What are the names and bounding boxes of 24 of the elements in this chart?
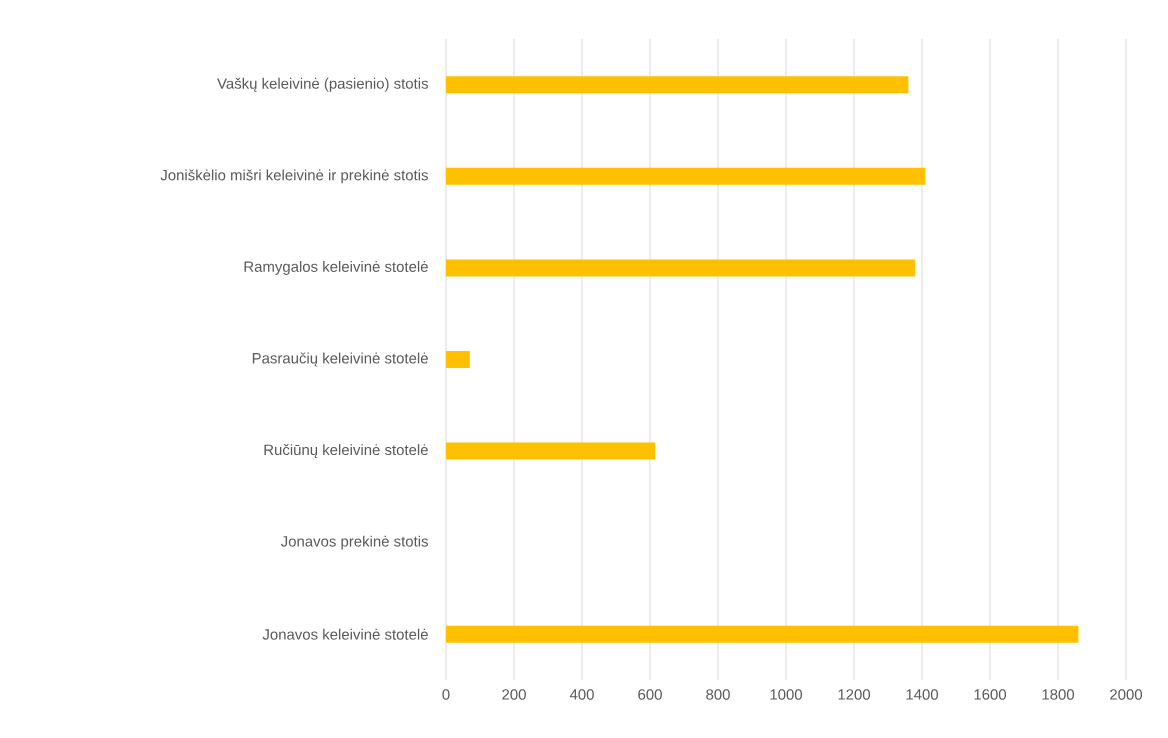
bar	[446, 167, 926, 185]
bar	[446, 442, 656, 460]
x-tick-label: 200	[502, 689, 526, 700]
x-tick-label: 1200	[838, 689, 871, 700]
x-tick-label: 0	[442, 689, 450, 700]
y-tick-label: Ramygalos keleivinė stotelė	[244, 260, 428, 275]
y-tick-label: Jonavos keleivinė stotelė	[262, 628, 428, 640]
bar	[446, 259, 916, 277]
bar	[446, 625, 1079, 643]
y-tick-label: Pasraučių keleivinė stotelė	[252, 352, 428, 367]
x-tick-label: 400	[569, 689, 594, 700]
bar	[446, 76, 909, 94]
x-tick-label: 600	[638, 689, 662, 700]
y-tick-label: Joniškėlio mišri keleivinė ir prekinė stotis	[160, 169, 428, 184]
y-tick-label: Jonavos prekinė stotis	[280, 535, 428, 550]
x-tick-label: 1800	[1042, 689, 1075, 700]
x-tick-label: 1000	[770, 689, 803, 700]
y-tick-label: Vaškų keleivinė (pasienio) stotis	[217, 77, 428, 92]
x-tick-label: 2000	[1110, 689, 1143, 700]
bar	[446, 351, 470, 368]
y-tick-label: Ručiūnų keleivinė stotelė	[264, 444, 428, 459]
x-tick-label: 800	[706, 689, 730, 700]
x-tick-label: 1400	[906, 689, 939, 700]
x-tick-label: 1600	[974, 689, 1007, 700]
